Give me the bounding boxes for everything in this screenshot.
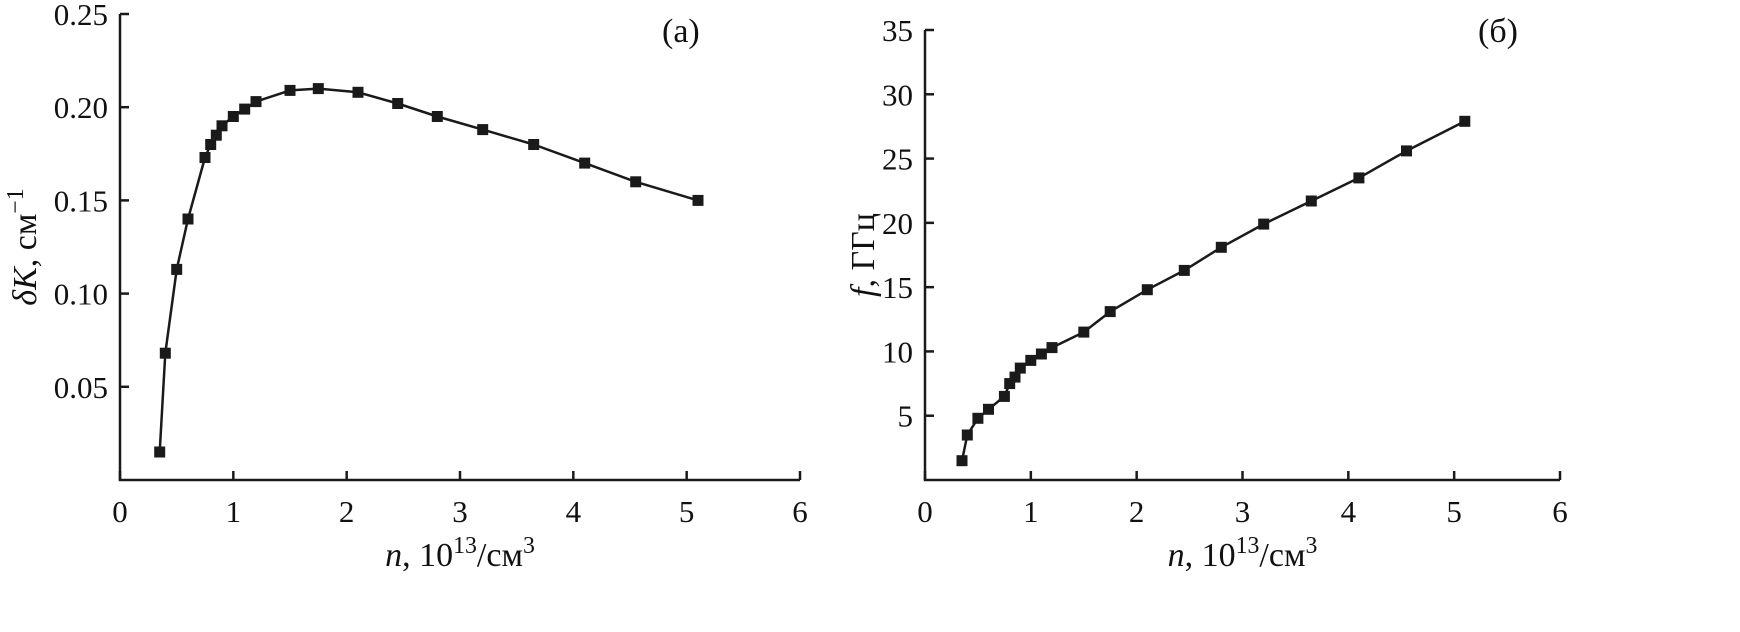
x-axis-label: n, 1013/см3 bbox=[385, 533, 535, 574]
y-axis-label: f, ГГц bbox=[845, 213, 882, 297]
y-tick-label: 0.05 bbox=[54, 370, 108, 405]
data-point-marker bbox=[182, 213, 194, 225]
data-point-marker bbox=[692, 194, 704, 206]
data-point-marker bbox=[1353, 172, 1365, 184]
y-tick-label: 15 bbox=[882, 270, 913, 305]
data-point-marker bbox=[983, 403, 994, 415]
data-point-marker bbox=[216, 120, 228, 132]
x-tick-label: 6 bbox=[792, 494, 808, 529]
data-point-marker bbox=[392, 98, 404, 109]
y-tick-label: 35 bbox=[882, 13, 913, 48]
data-point-marker bbox=[1025, 354, 1037, 366]
data-point-marker bbox=[1141, 284, 1153, 296]
y-tick-label: 20 bbox=[882, 206, 913, 241]
data-point-marker bbox=[956, 455, 968, 467]
data-point-marker bbox=[1215, 241, 1227, 253]
y-axis-label: δK, см−1 bbox=[3, 188, 44, 305]
data-point-marker bbox=[1401, 145, 1412, 157]
chart-panel-a: 0 1 2 3 4 5 6 0.05 0.10 0.15 0.20 0.25 (а) n, 1013/см… bbox=[0, 0, 830, 632]
data-line bbox=[158, 87, 699, 453]
x-tick-label: 6 bbox=[1552, 494, 1568, 529]
x-tick-label: 5 bbox=[679, 494, 695, 529]
data-point-marker bbox=[1009, 371, 1021, 383]
x-tick-label: 5 bbox=[1446, 494, 1462, 529]
axis-lines bbox=[923, 30, 1560, 482]
data-point-marker bbox=[998, 390, 1010, 402]
data-point-marker bbox=[961, 429, 973, 441]
panel-label: (б) bbox=[1478, 13, 1518, 50]
data-point-marker bbox=[284, 84, 296, 96]
x-tick-label: 4 bbox=[566, 494, 582, 529]
x-axis-label: n, 1013/см3 bbox=[1168, 533, 1318, 574]
y-tick-label: 0.20 bbox=[54, 90, 108, 125]
data-point-marker bbox=[972, 412, 984, 424]
data-point-marker bbox=[227, 111, 239, 122]
data-point-marker bbox=[1078, 326, 1090, 338]
data-point-marker bbox=[1014, 362, 1026, 374]
y-tick-label: 5 bbox=[898, 399, 914, 434]
data-point-marker bbox=[210, 129, 222, 141]
x-tick-label: 4 bbox=[1341, 494, 1357, 529]
data-point-marker bbox=[528, 139, 540, 150]
x-tick-label: 2 bbox=[339, 494, 355, 529]
x-tick-label: 2 bbox=[1129, 494, 1145, 529]
y-tick-label: 30 bbox=[882, 77, 913, 112]
chart-a-canvas: 0 1 2 3 4 5 6 0.05 0.10 0.15 0.20 0.25 (а) n, 1013/см… bbox=[3, 0, 808, 574]
data-point-marker bbox=[159, 347, 171, 359]
data-point-marker bbox=[1104, 306, 1116, 318]
data-point-marker bbox=[1305, 195, 1317, 207]
y-tick-label: 0.25 bbox=[54, 0, 108, 32]
data-point-marker bbox=[630, 176, 642, 188]
data-point-marker bbox=[431, 111, 443, 122]
data-point-marker bbox=[477, 124, 489, 136]
chart-panel-b: 0 1 2 3 4 5 6 5 10 15 20 25 30 35 (б) n, 1013/см3 f, ГГц bbox=[830, 0, 1740, 632]
data-point-marker bbox=[239, 103, 251, 115]
y-tick-label: 0.10 bbox=[54, 277, 108, 312]
chart-b-canvas: 0 1 2 3 4 5 6 5 10 15 20 25 30 35 (б) n, 1013/см3 f, ГГц bbox=[845, 13, 1568, 574]
y-tick-label: 10 bbox=[882, 334, 913, 369]
data-point-marker bbox=[199, 152, 211, 163]
data-point-marker bbox=[1004, 378, 1016, 390]
data-point-marker bbox=[205, 139, 217, 150]
axis-lines bbox=[118, 14, 800, 482]
data-point-marker bbox=[154, 446, 166, 458]
data-point-marker bbox=[312, 83, 324, 95]
data-point-marker bbox=[1459, 115, 1471, 127]
x-tick-label: 3 bbox=[1235, 494, 1251, 529]
y-tick-label: 0.15 bbox=[54, 183, 108, 218]
panel-label: (а) bbox=[662, 13, 700, 50]
data-point-marker bbox=[1046, 342, 1058, 354]
data-point-marker bbox=[352, 86, 364, 98]
x-tick-label: 3 bbox=[452, 494, 468, 529]
data-line bbox=[960, 120, 1466, 461]
data-point-marker bbox=[1178, 264, 1190, 276]
x-tick-label: 0 bbox=[917, 494, 933, 529]
x-tick-label: 1 bbox=[226, 494, 242, 529]
x-tick-label: 0 bbox=[112, 494, 128, 529]
data-point-marker bbox=[1258, 218, 1270, 230]
data-point-marker bbox=[1035, 348, 1047, 360]
data-point-marker bbox=[171, 263, 183, 275]
y-tick-label: 25 bbox=[882, 142, 913, 177]
data-point-marker bbox=[250, 96, 262, 108]
data-point-marker bbox=[579, 157, 591, 169]
x-tick-label: 1 bbox=[1023, 494, 1039, 529]
